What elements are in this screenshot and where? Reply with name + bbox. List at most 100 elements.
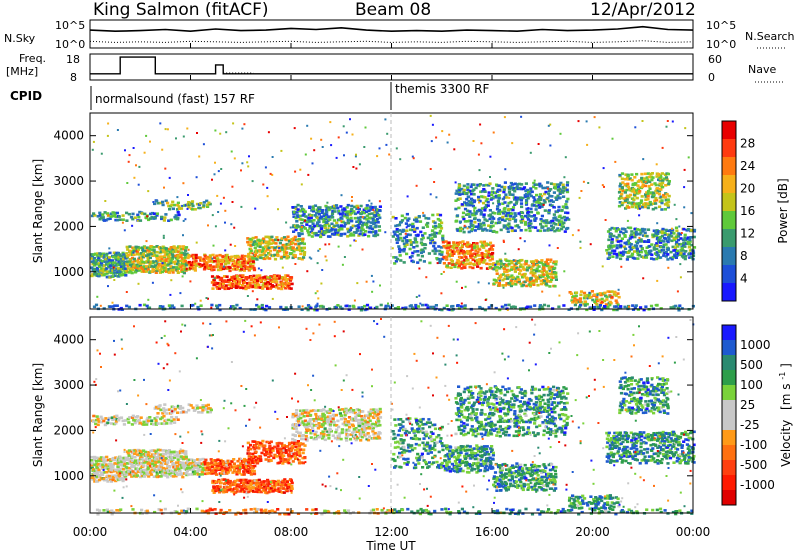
heatmap-cell bbox=[138, 264, 143, 268]
heatmap-cell bbox=[538, 193, 543, 196]
heatmap-cell bbox=[235, 472, 239, 476]
heatmap-cell bbox=[310, 235, 314, 238]
heatmap-cell bbox=[648, 187, 652, 191]
heatmap-cell bbox=[675, 240, 679, 244]
heatmap-cell bbox=[688, 238, 692, 242]
heatmap-cell bbox=[340, 227, 344, 231]
heatmap-cell bbox=[664, 176, 669, 179]
heatmap-cell bbox=[442, 244, 446, 248]
heatmap-cell bbox=[396, 257, 400, 261]
heatmap-cell bbox=[683, 257, 687, 261]
heatmap-cell bbox=[554, 223, 558, 226]
heatmap-cell bbox=[94, 258, 98, 262]
heatmap-cell bbox=[588, 291, 591, 294]
heatmap-cell bbox=[187, 260, 191, 264]
heatmap-cell bbox=[162, 407, 166, 410]
heatmap-cell bbox=[268, 282, 272, 286]
heatmap-cell bbox=[461, 211, 466, 215]
heatmap-cell bbox=[363, 304, 367, 308]
heatmap-cell bbox=[271, 173, 274, 176]
heatmap-cell bbox=[630, 189, 634, 193]
heatmap-cell bbox=[538, 229, 543, 233]
heatmap-cell bbox=[660, 229, 664, 232]
heatmap-cell bbox=[519, 221, 524, 224]
heatmap-cell bbox=[300, 183, 303, 186]
heatmap-cell bbox=[418, 267, 421, 270]
heatmap-cell bbox=[221, 260, 225, 263]
heatmap-cell bbox=[488, 241, 493, 245]
heatmap-cell bbox=[517, 226, 521, 229]
heatmap-cell bbox=[670, 257, 674, 261]
heatmap-cell bbox=[236, 285, 240, 289]
heatmap-cell bbox=[300, 246, 304, 250]
heatmap-cell bbox=[137, 460, 141, 464]
heatmap-cell bbox=[315, 308, 319, 312]
heatmap-cell bbox=[442, 255, 446, 259]
heatmap-cell bbox=[537, 269, 542, 273]
heatmap-cell bbox=[243, 486, 247, 490]
heatmap-cell bbox=[655, 244, 659, 247]
heatmap-cell bbox=[117, 416, 121, 420]
heatmap-cell bbox=[587, 182, 590, 184]
heatmap-cell bbox=[236, 265, 240, 268]
heatmap-cell bbox=[243, 123, 246, 126]
heatmap-cell bbox=[136, 265, 140, 268]
heatmap-cell bbox=[552, 191, 556, 194]
heatmap-cell bbox=[161, 458, 165, 461]
heatmap-cell bbox=[647, 240, 651, 243]
heatmap-cell bbox=[414, 306, 418, 310]
heatmap-cell bbox=[548, 272, 552, 276]
heatmap-cell bbox=[256, 490, 260, 494]
heatmap-cell bbox=[487, 282, 490, 285]
heatmap-cell bbox=[600, 300, 605, 304]
heatmap-cell bbox=[493, 212, 497, 215]
heatmap-cell bbox=[680, 247, 684, 250]
heatmap-cell bbox=[461, 192, 465, 196]
heatmap-cell bbox=[92, 259, 96, 263]
heatmap-cell bbox=[178, 245, 182, 248]
heatmap-cell bbox=[151, 261, 155, 265]
heatmap-cell bbox=[434, 249, 438, 253]
heatmap-cell bbox=[263, 488, 267, 492]
heatmap-cell bbox=[151, 464, 155, 468]
heatmap-cell bbox=[522, 268, 527, 271]
heatmap-cell bbox=[143, 265, 147, 269]
heatmap-cell bbox=[254, 243, 258, 246]
heatmap-cell bbox=[670, 231, 674, 235]
heatmap-cell bbox=[419, 230, 423, 234]
heatmap-cell bbox=[573, 297, 577, 300]
heatmap-cell bbox=[365, 221, 369, 225]
heatmap-cell bbox=[445, 251, 450, 255]
heatmap-cell bbox=[286, 278, 291, 281]
heatmap-cell bbox=[166, 450, 170, 453]
heatmap-cell bbox=[167, 470, 171, 474]
heatmap-cell bbox=[181, 461, 185, 465]
heatmap-cell bbox=[542, 263, 546, 267]
heatmap-cell bbox=[497, 262, 501, 266]
heatmap-cell bbox=[680, 242, 684, 246]
heatmap-cell bbox=[219, 481, 223, 485]
heatmap-cell bbox=[398, 254, 402, 257]
heatmap-cell bbox=[505, 217, 509, 221]
heatmap-cell bbox=[190, 263, 194, 267]
heatmap-cell bbox=[516, 275, 520, 279]
heatmap-cell bbox=[497, 184, 501, 187]
heatmap-cell bbox=[343, 214, 347, 218]
heatmap-cell bbox=[302, 208, 306, 212]
heatmap-cell bbox=[187, 458, 191, 462]
heatmap-cell bbox=[177, 452, 181, 455]
heatmap-cell bbox=[142, 452, 146, 456]
heatmap-cell bbox=[395, 241, 399, 244]
heatmap-cell bbox=[482, 223, 486, 227]
heatmap-cell bbox=[352, 166, 355, 168]
heatmap-cell bbox=[526, 218, 530, 221]
y-tick-label: 3000 bbox=[53, 174, 84, 188]
heatmap-cell bbox=[311, 162, 314, 165]
heatmap-cell bbox=[246, 240, 250, 244]
heatmap-cell bbox=[251, 479, 255, 483]
heatmap-cell bbox=[532, 260, 536, 263]
heatmap-cell bbox=[487, 250, 491, 254]
heatmap-cell bbox=[563, 206, 567, 209]
heatmap-cell bbox=[402, 261, 406, 264]
heatmap-cell bbox=[634, 203, 638, 207]
